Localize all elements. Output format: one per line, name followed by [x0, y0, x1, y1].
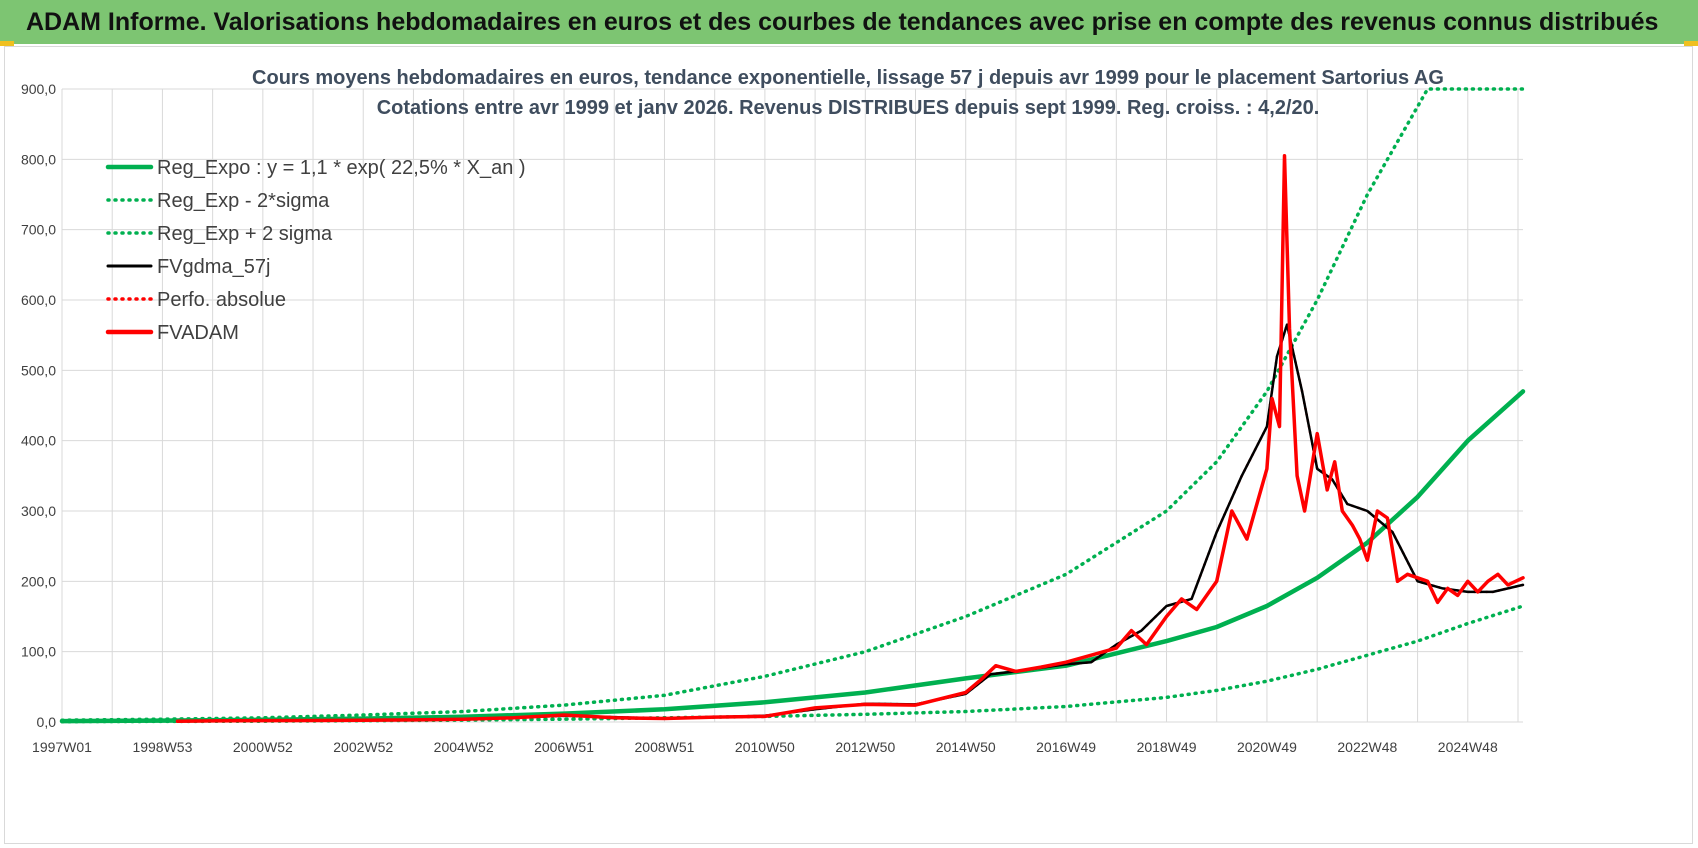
series-line-reg-exp-2-sigma [60, 87, 1525, 722]
y-tick-label: 200,0 [21, 573, 56, 589]
y-tick-label: 500,0 [21, 362, 56, 378]
y-tick-label: 0,0 [37, 714, 57, 730]
chart-subtitle: Cotations entre avr 1999 et janv 2026. R… [377, 97, 1320, 119]
x-tick-label: 2014W50 [936, 739, 996, 755]
legend-label: Perfo. absolue [157, 289, 286, 311]
x-tick-label: 2006W51 [534, 739, 594, 755]
x-tick-label: 2000W52 [233, 739, 293, 755]
x-tick-label: 2020W49 [1237, 739, 1297, 755]
series-lines [59, 87, 1526, 724]
y-tick-label: 400,0 [21, 433, 56, 449]
y-tick-label: 100,0 [21, 644, 56, 660]
x-tick-label: 2018W49 [1137, 739, 1197, 755]
y-tick-label: 900,0 [21, 81, 56, 97]
x-axis-ticks: 1997W01 1998W53 2000W52 2002W52 2004W52 2006W… [32, 739, 1498, 755]
legend: Reg_Expo : y = 1,1 * exp( 22,5% * X_an )… [105, 157, 526, 344]
x-tick-label: 2024W48 [1438, 739, 1498, 755]
legend-label: Reg_Exp + 2 sigma [157, 223, 333, 245]
y-tick-label: 300,0 [21, 503, 56, 519]
y-tick-label: 700,0 [21, 222, 56, 238]
legend-label: Reg_Expo : y = 1,1 * exp( 22,5% * X_an ) [157, 157, 526, 179]
legend-label: Reg_Exp - 2*sigma [157, 190, 330, 212]
legend-label: FVADAM [157, 322, 239, 344]
y-tick-label: 800,0 [21, 151, 56, 167]
legend-label: FVgdma_57j [157, 256, 270, 278]
series-line-perfo-absolue [176, 323, 1525, 723]
report-banner: ADAM Informe. Valorisations hebdomadaire… [0, 0, 1698, 44]
series-line-fvadam [175, 154, 1525, 724]
x-tick-label: 1998W53 [132, 739, 192, 755]
chart-panel: 0,0 100,0 200,0 300,0 400,0 500,0 600,0 700,0 80… [4, 46, 1693, 844]
x-tick-label: 2008W51 [635, 739, 695, 755]
y-tick-label: 600,0 [21, 292, 56, 308]
x-tick-label: 2010W50 [735, 739, 795, 755]
x-tick-label: 2012W50 [835, 739, 895, 755]
corner-mark-left [0, 41, 14, 46]
x-tick-label: 2004W52 [434, 739, 494, 755]
x-tick-label: 2022W48 [1337, 739, 1397, 755]
x-tick-label: 2002W52 [333, 739, 393, 755]
grid [61, 88, 1523, 723]
line-chart: 0,0 100,0 200,0 300,0 400,0 500,0 600,0 700,0 80… [21, 67, 1526, 755]
chart-title: Cours moyens hebdomadaires en euros, ten… [252, 67, 1444, 89]
y-axis-ticks: 0,0 100,0 200,0 300,0 400,0 500,0 600,0 700,0 80… [21, 81, 56, 730]
x-tick-label: 1997W01 [32, 739, 92, 755]
series-line-fvgdma-57j [176, 323, 1525, 723]
corner-mark-right [1684, 41, 1698, 46]
series-line-reg-exp-2-sigma [60, 604, 1525, 724]
x-tick-label: 2016W49 [1036, 739, 1096, 755]
